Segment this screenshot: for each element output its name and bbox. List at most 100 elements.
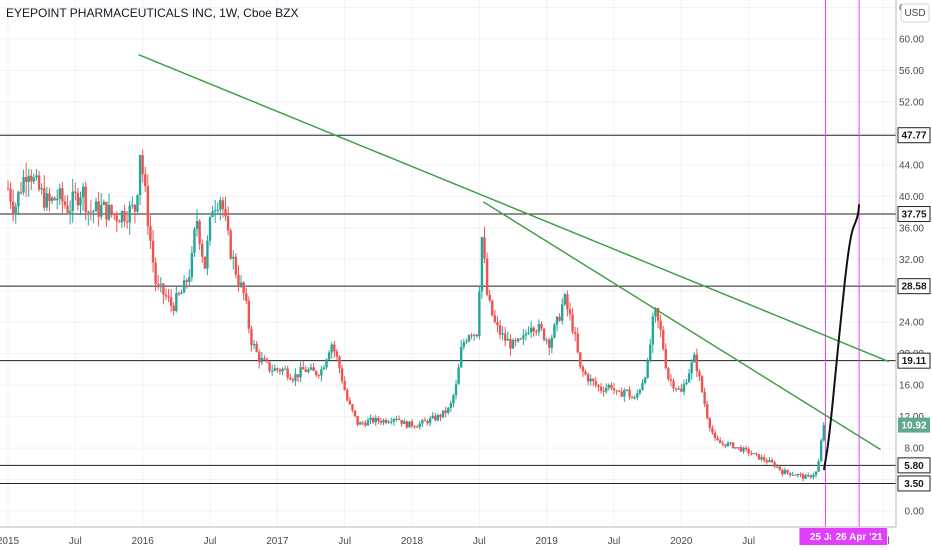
candle-body [491, 300, 494, 316]
x-tick-label: Jul [204, 536, 217, 547]
candle-body [89, 211, 93, 213]
candle-body [651, 316, 655, 345]
candle-body [734, 447, 737, 449]
candle-body [682, 384, 686, 392]
candle-body [229, 230, 232, 259]
candle-body [646, 360, 649, 378]
candle-body [628, 389, 631, 397]
candle-body [773, 462, 776, 467]
candle-body [718, 440, 722, 444]
candle-body [24, 177, 28, 182]
candle-body [643, 377, 647, 383]
candle-body [457, 367, 460, 385]
candle-body [620, 391, 623, 397]
candle-body [695, 354, 699, 372]
candle-body [579, 352, 582, 367]
candle-body [581, 366, 585, 372]
candle-body [669, 379, 673, 381]
candle-body [296, 374, 300, 378]
candle-body [307, 369, 310, 372]
candle-body [141, 155, 144, 175]
candle-body [304, 369, 308, 372]
candle-body [504, 333, 507, 341]
price-tag-label: 3.50 [904, 479, 924, 490]
candle-body [592, 378, 595, 382]
candle-body [649, 344, 652, 361]
candle-body [703, 391, 706, 405]
candle-body [561, 304, 564, 321]
x-tick-label: 2016 [132, 536, 155, 547]
price-tag-label: 5.80 [904, 461, 924, 472]
candle-body [291, 379, 295, 381]
candle-body [255, 343, 258, 352]
candle-body [265, 359, 269, 362]
candle-body [460, 347, 463, 368]
x-tick-label: 2019 [536, 536, 559, 547]
last-price-tag-box [898, 417, 930, 433]
projection-path [823, 203, 861, 471]
candle-body [431, 415, 434, 419]
candle-body [232, 256, 235, 259]
candle-body [382, 419, 385, 423]
candle-body [208, 216, 212, 241]
price-tag-box [897, 206, 931, 223]
candle-body [169, 297, 173, 306]
candle-body [690, 362, 693, 374]
y-tick-label: 56.00 [899, 66, 924, 77]
candle-body [786, 470, 789, 473]
candle-body [597, 385, 600, 387]
grid-layer [0, 0, 896, 527]
candle-body [185, 280, 188, 282]
candle-body [470, 335, 473, 337]
x-tick-label: Jul [742, 536, 755, 547]
candle-body [377, 417, 380, 422]
candle-body [48, 193, 51, 202]
candle-body [664, 349, 667, 369]
candle-body [532, 327, 535, 332]
candle-body [563, 294, 566, 305]
candle-body [617, 390, 621, 392]
candle-body [340, 368, 344, 382]
candle-body [112, 213, 116, 216]
candle-body [219, 200, 222, 210]
candle-body [312, 367, 315, 371]
candle-body [211, 211, 214, 217]
candle-body [136, 195, 139, 212]
candle-body [625, 389, 629, 391]
candle-body [325, 359, 328, 368]
y-tick-label: 52.00 [899, 97, 924, 108]
candle-body [817, 461, 820, 472]
candle-body [418, 423, 421, 428]
candle-body [480, 237, 484, 292]
candle-body [317, 375, 320, 377]
candle-body [462, 342, 465, 348]
candle-body [436, 414, 440, 421]
candle-body [612, 388, 616, 391]
candle-body [731, 442, 735, 449]
candle-body [408, 421, 411, 428]
candle-body [242, 282, 245, 294]
candle-body [159, 283, 162, 285]
candle-body [674, 388, 678, 390]
candle-body [615, 390, 618, 392]
candle-body [770, 460, 774, 463]
candle-body [92, 211, 95, 213]
candle-body [188, 277, 191, 282]
candle-body [359, 422, 362, 425]
candle-body [268, 361, 271, 372]
candle-body [366, 420, 370, 426]
candle-body [335, 351, 339, 357]
candle-body [403, 421, 406, 424]
candle-body [237, 274, 240, 286]
candle-body [330, 344, 333, 353]
candle-body [519, 338, 522, 340]
trendline [138, 54, 890, 363]
candle-body [641, 382, 644, 390]
currency-button[interactable]: USD [900, 3, 930, 23]
x-tick-label: Jul [473, 536, 486, 547]
candle-body [796, 474, 800, 476]
candle-body [258, 351, 261, 363]
candle-body [788, 472, 792, 475]
